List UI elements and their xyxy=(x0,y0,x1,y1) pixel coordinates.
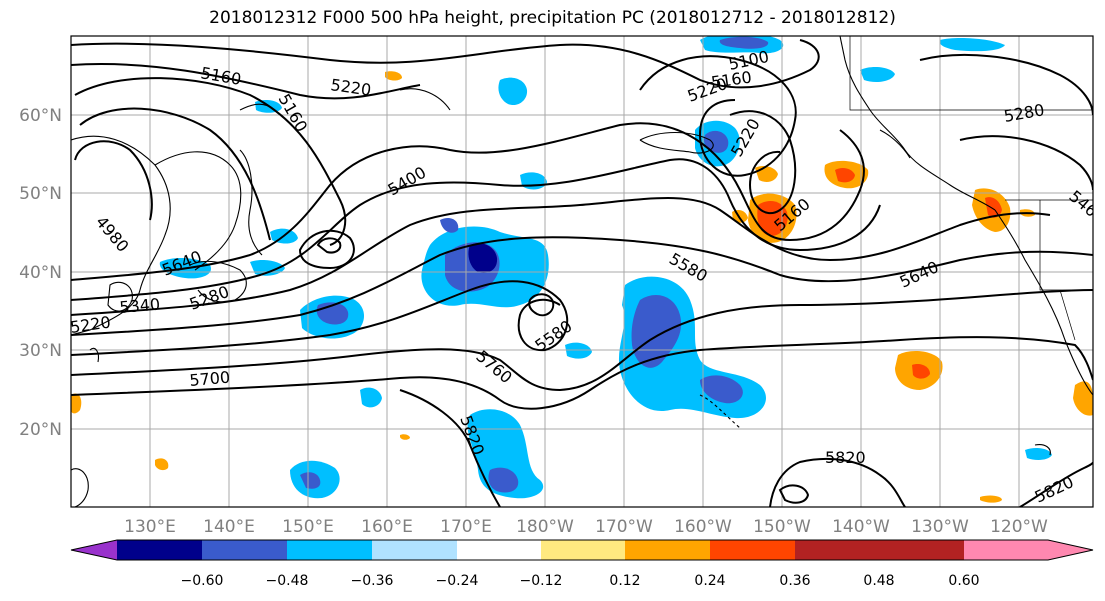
colorbar-segment xyxy=(457,540,541,560)
colorbar-tick: −0.24 xyxy=(436,573,479,589)
colorbar-tick: −0.36 xyxy=(351,573,394,589)
colorbar-extend-min xyxy=(71,540,117,560)
lon-label: 160°W xyxy=(674,517,732,537)
colorbar-segment xyxy=(710,540,795,560)
colorbar-segment xyxy=(117,540,202,560)
lat-label: 40°N xyxy=(19,263,62,283)
colorbar-tick: −0.48 xyxy=(266,573,309,589)
colorbar-segment xyxy=(879,540,964,560)
lat-label: 30°N xyxy=(19,341,62,361)
map-frame xyxy=(70,35,1094,508)
lon-label: 150°W xyxy=(753,517,811,537)
map-title: 2018012312 F000 500 hPa height, precipit… xyxy=(209,8,896,28)
graticule xyxy=(71,36,1093,507)
colorbar-tick: 0.60 xyxy=(948,573,979,589)
lon-label: 120°W xyxy=(990,517,1048,537)
colorbar-tick: 0.36 xyxy=(779,573,810,589)
colorbar-segment xyxy=(625,540,710,560)
colorbar-segment xyxy=(372,540,457,560)
contour-label: 5820 xyxy=(825,448,866,467)
coastlines xyxy=(71,36,1093,507)
lon-label: 130°E xyxy=(124,517,176,537)
precip-positive-areas xyxy=(71,71,1093,503)
lon-label: 170°E xyxy=(440,517,492,537)
precip-negative-areas xyxy=(159,36,1052,499)
colorbar-tick: 0.48 xyxy=(863,573,894,589)
lon-label: 170°W xyxy=(595,517,653,537)
colorbar-tick: 0.12 xyxy=(609,573,640,589)
contour-label: 5340 xyxy=(119,295,161,317)
map-panel: 5160 5220 5160 5100 5160 5220 5220 5280 … xyxy=(70,35,1094,508)
height-contours xyxy=(71,39,1093,507)
colorbar-segment xyxy=(287,540,372,560)
colorbar-tick: −0.60 xyxy=(181,573,224,589)
lon-label: 140°E xyxy=(203,517,255,537)
colorbar-segment xyxy=(202,540,287,560)
lon-label: 150°E xyxy=(282,517,334,537)
lon-label: 160°E xyxy=(361,517,413,537)
lat-label: 50°N xyxy=(19,184,62,204)
colorbar-segment xyxy=(795,540,879,560)
latitude-labels: 60°N 50°N 40°N 30°N 20°N xyxy=(19,106,62,440)
colorbar-tick: 0.24 xyxy=(694,573,725,589)
lon-label: 180°W xyxy=(516,517,574,537)
colorbar-tick: −0.12 xyxy=(520,573,563,589)
lat-label: 20°N xyxy=(19,420,62,440)
contour-label: 5700 xyxy=(189,368,231,390)
lat-label: 60°N xyxy=(19,106,62,126)
colorbar-segment xyxy=(541,540,625,560)
lon-label: 140°W xyxy=(832,517,890,537)
longitude-labels: 130°E 140°E 150°E 160°E 170°E 180°W 170°… xyxy=(124,517,1048,537)
lon-label: 130°W xyxy=(911,517,969,537)
colorbar: −0.60 −0.48 −0.36 −0.24 −0.12 0.12 0.24 … xyxy=(70,539,1094,589)
colorbar-ticks: −0.60 −0.48 −0.36 −0.24 −0.12 0.12 0.24 … xyxy=(181,573,980,589)
